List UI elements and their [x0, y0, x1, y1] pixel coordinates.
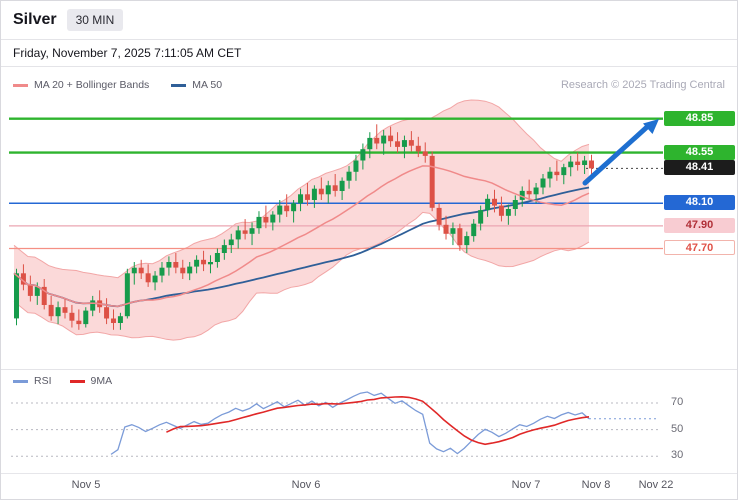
timeframe-badge: 30 MIN — [66, 9, 124, 31]
timestamp: Friday, November 7, 2025 7:11:05 AM CET — [1, 40, 737, 67]
header: Silver 30 MIN — [1, 1, 737, 40]
candles-layer — [14, 124, 594, 330]
ma50-swatch-icon — [171, 83, 187, 87]
rsi-chart[interactable] — [1, 389, 737, 471]
price-label-resistance-1: 48.55 — [664, 145, 735, 160]
chart-area: MA 20 + Bollinger Bands MA 50 Research ©… — [1, 67, 737, 499]
price-label-pivot-3: 48.10 — [664, 195, 735, 210]
rsi-chart-svg — [11, 391, 661, 457]
rsi-line — [110, 391, 590, 455]
rsi-ma-swatch-icon — [69, 379, 85, 383]
price-label-support-4: 47.90 — [664, 218, 735, 233]
x-axis-label: Nov 8 — [581, 479, 611, 491]
ma20-line — [13, 165, 590, 308]
legend-ma20-label: MA 20 + Bollinger Bands — [34, 79, 150, 91]
indicator-legend: MA 20 + Bollinger Bands MA 50 — [13, 79, 222, 91]
rsi-tick-label-70: 70 — [671, 396, 684, 408]
rsi-9ma-line — [166, 395, 590, 446]
legend-ma20: MA 20 + Bollinger Bands — [13, 79, 149, 91]
page-title: Silver — [13, 11, 57, 28]
price-label-support-5: 47.70 — [664, 240, 735, 255]
legend-9ma: 9MA — [69, 375, 113, 387]
bollinger-upper-line — [13, 99, 590, 279]
rsi-tick-label-50: 50 — [671, 423, 684, 435]
rsi-tick-label-30: 30 — [671, 449, 684, 461]
research-credit: Research © 2025 Trading Central — [560, 79, 725, 91]
ma20-swatch-icon — [13, 83, 28, 87]
trend-arrow-shaft — [582, 124, 650, 186]
price-chart[interactable] — [1, 95, 737, 367]
bollinger-lower-line — [13, 211, 590, 341]
bollinger-band-fill — [14, 100, 589, 341]
trend-arrow-icon — [643, 119, 659, 134]
x-axis-line — [1, 473, 737, 474]
legend-rsi-label: RSI — [34, 375, 52, 387]
price-chart-svg — [9, 99, 663, 341]
price-label-resistance-0: 48.85 — [664, 111, 735, 126]
x-axis-label: Nov 22 — [638, 479, 674, 491]
price-label-last-price-2: 48.41 — [664, 160, 735, 175]
legend-9ma-label: 9MA — [90, 375, 113, 387]
x-axis-label: Nov 5 — [71, 479, 101, 491]
rsi-legend: RSI 9MA — [13, 375, 112, 387]
legend-ma50-label: MA 50 — [192, 79, 223, 91]
x-axis-label: Nov 6 — [291, 479, 321, 491]
panel-divider — [1, 369, 737, 370]
legend-rsi: RSI — [13, 375, 52, 387]
x-axis-label: Nov 7 — [511, 479, 541, 491]
legend-ma50: MA 50 — [171, 79, 222, 91]
rsi-swatch-icon — [13, 379, 28, 383]
